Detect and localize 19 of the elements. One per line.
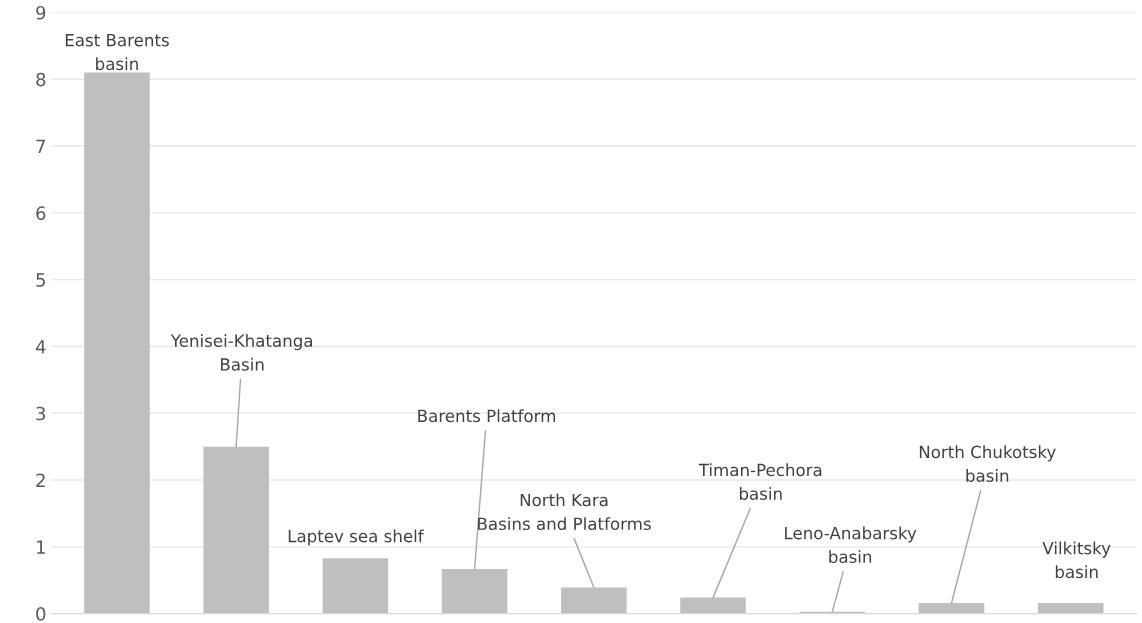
x-tick-label: Leno-Anabarsky basin <box>785 526 917 564</box>
x-tick-label: North Chukotsky basin <box>919 445 1056 482</box>
x-tick-label: Timan-Pechora basin <box>698 463 822 500</box>
x-tick-label: East Barents basin <box>65 34 169 71</box>
y-tick-label: 5 <box>36 273 45 287</box>
x-tick-label: Laptev sea shelf <box>288 529 424 546</box>
x-tick-label: North Kara Basins and Platforms <box>478 493 651 531</box>
y-tick-label: 2 <box>36 473 45 487</box>
y-tick-label: 3 <box>36 406 46 421</box>
y-tick-label: 1 <box>37 540 45 554</box>
x-tick-label: Barents Platform <box>418 409 555 423</box>
y-tick-label: 8 <box>36 72 46 87</box>
y-tick-label: 7 <box>36 139 45 153</box>
x-tick-label: Yenisei-Khatanga Basin <box>170 334 313 371</box>
y-tick-label: 4 <box>35 340 46 354</box>
y-tick-label: 6 <box>36 206 46 220</box>
y-tick-label: 0 <box>36 607 46 621</box>
x-tick-label: Vilkitsky basin <box>1042 541 1111 579</box>
y-tick-label: 9 <box>36 5 46 20</box>
